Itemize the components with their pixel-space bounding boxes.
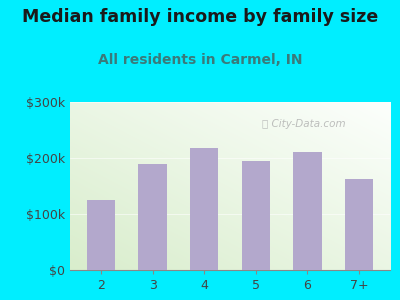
Bar [87, 200, 115, 270]
Text: All residents in Carmel, IN: All residents in Carmel, IN [98, 52, 302, 67]
Bar [345, 179, 373, 270]
Bar [190, 148, 218, 270]
Text: ⓘ City-Data.com: ⓘ City-Data.com [262, 119, 346, 129]
Bar [242, 161, 270, 270]
Text: Median family income by family size: Median family income by family size [22, 8, 378, 26]
Bar [293, 152, 322, 270]
Bar [138, 164, 167, 270]
